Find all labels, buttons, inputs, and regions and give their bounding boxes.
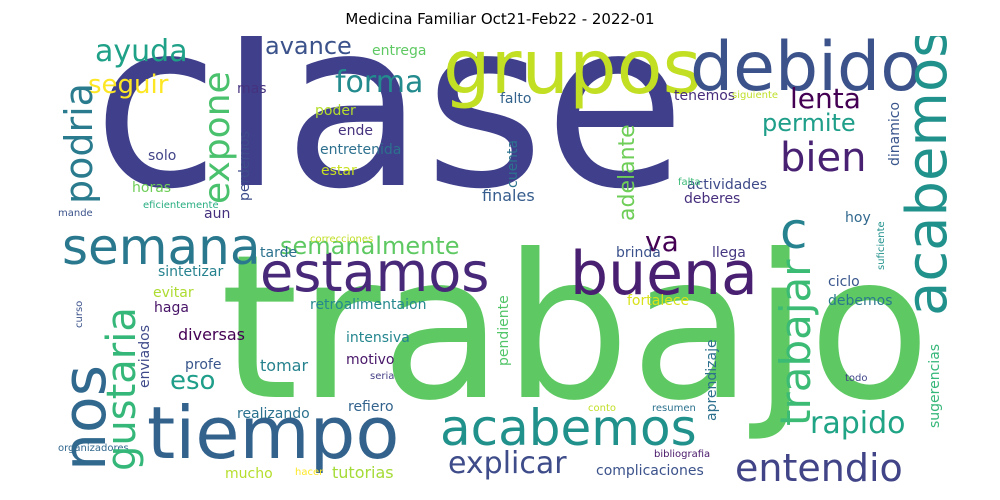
word-fortalece: fortalece (627, 293, 690, 309)
word-solo: solo (148, 148, 177, 164)
word-hoy: hoy (845, 210, 871, 226)
word-entrega: entrega (372, 43, 427, 59)
word-grupos: grupos (443, 36, 702, 111)
word-forma: forma (335, 65, 424, 100)
word-aprendizaje: aprendizaje (704, 339, 720, 421)
word-acabemos: acabemos (895, 36, 950, 316)
word-trabajar: acabemos (440, 399, 697, 457)
word-profe: profe (185, 357, 222, 373)
word-sintetizar: sintetizar (158, 264, 224, 280)
word-complicaciones: complicaciones (596, 463, 704, 479)
word-adelante: adelante (615, 124, 640, 221)
word-ayuda: ayuda (95, 36, 188, 69)
word-semana: semana (62, 218, 261, 276)
word-dinamico: dinamico (887, 101, 903, 166)
word-semanalmente: semanalmente (280, 232, 460, 260)
word-estar: estar (321, 163, 357, 179)
word-seria: seria (370, 371, 395, 382)
word-aun: aun (204, 206, 231, 222)
word-trabajo: trabajo (220, 212, 931, 445)
word-gustaria: gustaria (99, 307, 145, 471)
word-finales: finales (482, 186, 535, 205)
word-tenemos: tenemos (674, 88, 736, 104)
word-horas: horas (132, 180, 172, 196)
word-tomar: tomar (260, 356, 309, 375)
word-brinda: brinda (616, 245, 661, 261)
word-eficientemente: eficientemente (143, 200, 219, 211)
word-intensiva: intensiva (346, 330, 410, 346)
word-entendio: entendio (735, 446, 903, 486)
word-bien: bien (780, 135, 867, 181)
chart-title: Medicina Familiar Oct21-Feb22 - 2022-01 (345, 10, 655, 28)
word-correcciones: correcciones (310, 234, 374, 245)
word-llega: llega (712, 245, 746, 261)
word-explicar: explicar (448, 446, 567, 481)
word-refiero: refiero (348, 399, 394, 415)
word-mucho: mucho (225, 466, 273, 482)
word-curso: curso (74, 300, 85, 328)
word-realizando: realizando (237, 406, 310, 422)
word-ciclo: ciclo (828, 274, 860, 290)
word-va: va (645, 225, 679, 258)
word-suficiente: suficiente (876, 221, 887, 270)
word-mas: mas (237, 81, 267, 97)
word-cloud: clase trabajo grupos debido tiempo buena… (50, 36, 950, 486)
word-enviados: enviados (137, 325, 153, 388)
word-sugerencias: sugerencias (927, 343, 943, 428)
word-bibliografia: bibliografia (654, 449, 711, 460)
word-evitar: evitar (153, 285, 194, 301)
word-rapido: rapido (810, 406, 906, 441)
word-tarde: tarde (260, 245, 298, 261)
word-finalidad: trabajar (771, 259, 820, 426)
word-pendiente: pendiente (496, 295, 512, 366)
word-retroalimentaion: retroalimentaion (310, 297, 427, 313)
word-perdemos: perdemos (237, 130, 253, 201)
word-falta: falta (678, 177, 701, 188)
word-eso: eso (170, 366, 216, 396)
word-c: c (780, 202, 808, 260)
word-debemos: debemos (828, 293, 893, 309)
word-podria: podria (57, 83, 101, 204)
word-entretenida: entretenida (320, 142, 402, 158)
word-avance: avance (265, 36, 352, 60)
word-permite: permite (762, 109, 856, 137)
word-motivo: motivo (346, 352, 395, 368)
word-buena: buena (570, 239, 758, 309)
word-diversas: diversas (178, 325, 245, 344)
word-clase: clase (93, 36, 686, 240)
word-seguir: seguir (88, 70, 169, 100)
word-hacer: hacer (295, 467, 324, 478)
word-falto: falto (500, 91, 532, 107)
word-tiempo: tiempo (147, 391, 400, 475)
word-ende: ende (338, 123, 373, 139)
word-siguiente: siguiente (732, 90, 779, 101)
word-haga: haga (154, 300, 189, 316)
word-lenta: lenta (790, 82, 861, 115)
word-resumen: resumen (652, 403, 696, 414)
word-poder: poder (315, 103, 356, 119)
word-conto: conto (588, 403, 616, 414)
word-mande: mande (58, 208, 93, 219)
word-deberes: deberes (684, 191, 741, 207)
word-tutorias: tutorias (332, 463, 394, 482)
word-debido: debido (690, 36, 922, 107)
word-cuenta: cuenta (505, 139, 521, 188)
word-estamos: estamos (260, 241, 490, 304)
word-organizadores: organizadores (58, 443, 129, 454)
word-expone: expone (197, 71, 238, 204)
word-actividades: actividades (687, 177, 768, 193)
word-todo: todo (845, 373, 868, 384)
